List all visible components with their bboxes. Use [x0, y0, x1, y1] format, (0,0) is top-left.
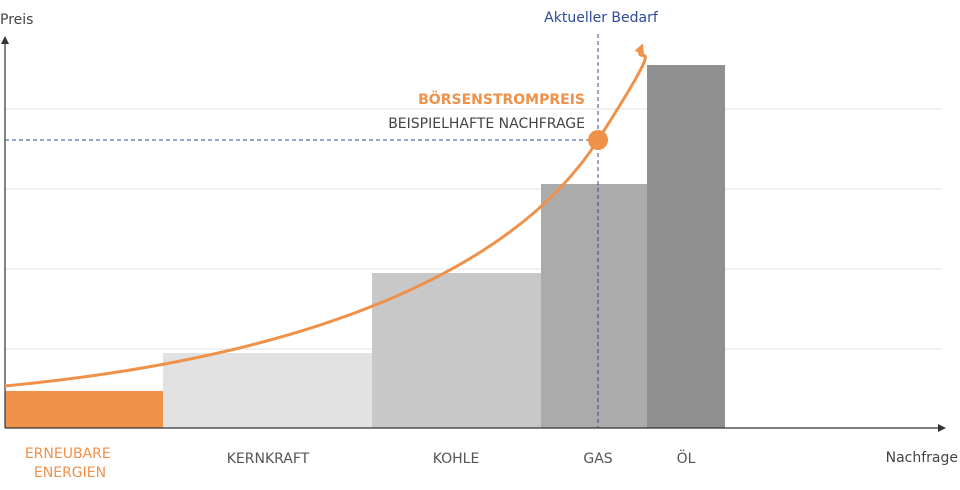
category-label: KOHLE: [433, 451, 480, 467]
category-label: KERNKRAFT: [227, 451, 310, 467]
y-axis-label: Preis: [0, 12, 33, 28]
price-curve: [4, 43, 647, 388]
bar-renewables: [5, 391, 163, 428]
category-line: ERNEUBARE: [25, 446, 111, 462]
category-label: GAS: [583, 451, 612, 467]
bar-oil: [647, 65, 725, 428]
bar-gas: [541, 184, 647, 428]
intersection-point: [588, 130, 608, 150]
curve-title: BÖRSENSTROMPREIS: [418, 90, 585, 108]
category-label: ERNEUBARE ENERGIEN: [25, 446, 115, 481]
x-axis-label: Nachfrage: [886, 450, 958, 466]
category-label: ÖL: [677, 449, 696, 467]
curve-subtitle: BEISPIELHAFTE NACHFRAGE: [388, 116, 585, 132]
category-line: ENERGIEN: [34, 465, 106, 481]
demand-label: Aktueller Bedarf: [544, 10, 659, 26]
bar-coal: [372, 273, 541, 428]
bar-nuclear: [163, 353, 372, 428]
